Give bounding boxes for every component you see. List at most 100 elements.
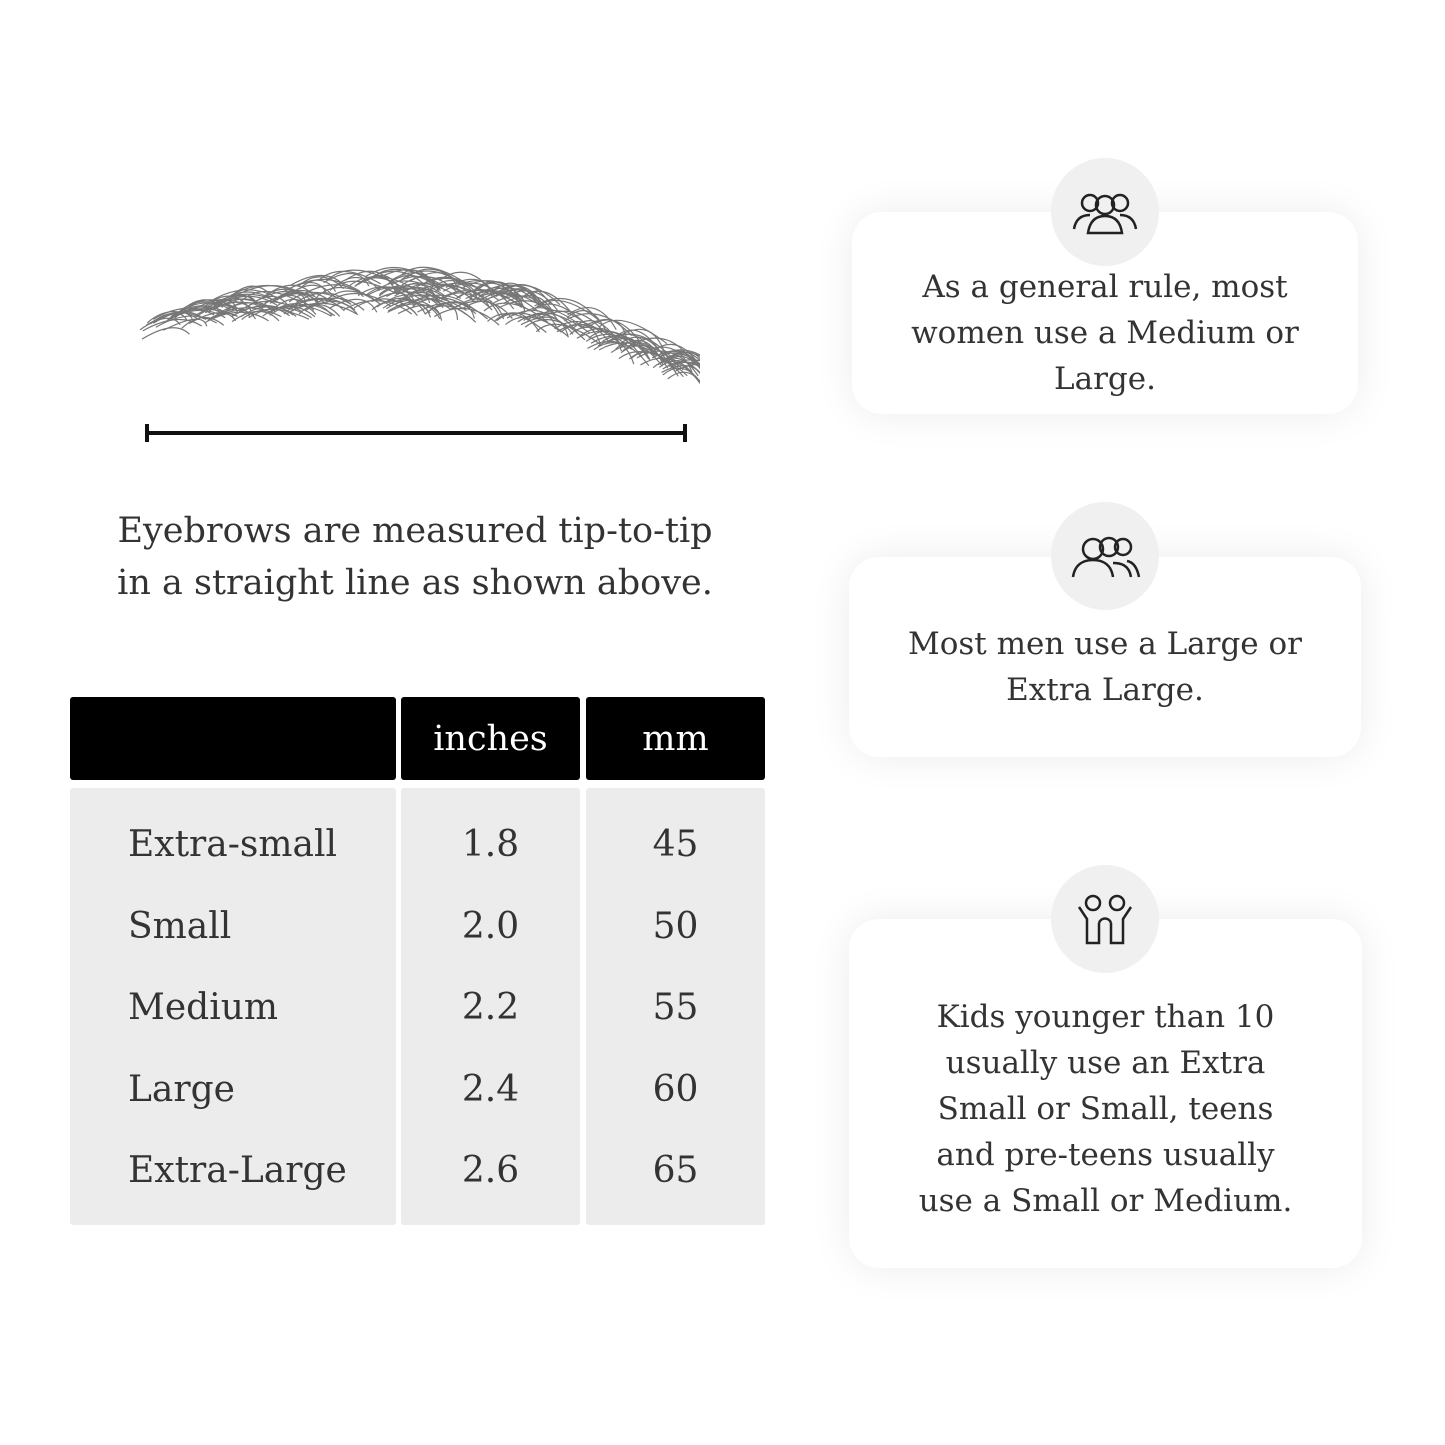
eyebrow-hair: [269, 305, 332, 317]
eyebrow-hair: [150, 312, 207, 325]
eyebrow-hair: [142, 318, 203, 332]
card-text: Most men use a Large or Extra Large.: [907, 626, 1302, 708]
table-cell-mm: 50: [652, 905, 699, 947]
eyebrow-hair: [593, 341, 650, 367]
eyebrow-hair: [401, 270, 466, 288]
measurement-caption: Eyebrows are measured tip-to-tip in a st…: [117, 511, 713, 603]
eyebrow-hair: [327, 269, 395, 284]
eyebrow-hair: [223, 301, 267, 314]
women-group-icon: [1051, 158, 1159, 266]
eyebrow-hair: [667, 371, 700, 383]
eyebrow-hair: [139, 317, 181, 331]
eyebrow-hair: [582, 318, 628, 343]
eyebrow-hair: [387, 301, 432, 318]
eyebrow-hair: [520, 307, 585, 329]
eyebrow-hair: [397, 304, 443, 321]
table-cell-size: Large: [128, 1068, 235, 1110]
eyebrow-hair: [163, 318, 208, 331]
eyebrow-hair: [438, 290, 491, 309]
eyebrow-hair: [241, 308, 310, 320]
eyebrow-hair: [203, 295, 247, 308]
eyebrow-hair: [181, 316, 225, 329]
eyebrow-hair: [662, 361, 700, 370]
eyebrow-hair: [211, 293, 280, 306]
eyebrow-hair: [434, 307, 500, 326]
eyebrow-hair: [188, 312, 237, 325]
eyebrow-hair: [403, 282, 473, 300]
eyebrow-hair: [399, 266, 466, 284]
eyebrow-hair: [262, 305, 316, 318]
table-cell-inches: 1.8: [461, 824, 520, 865]
eyebrow-hair: [630, 351, 679, 377]
eyebrow-hair: [445, 278, 496, 297]
eyebrow-hair: [487, 313, 547, 333]
eyebrow-hair: [564, 313, 633, 337]
eyebrow-hair: [664, 351, 700, 360]
table-cell-inches: 2.2: [461, 987, 520, 1028]
eyebrow-hair: [537, 310, 605, 333]
eyebrow-hair: [264, 292, 306, 304]
eyebrow-hair: [248, 307, 312, 319]
eyebrow-hair: [442, 282, 507, 301]
eyebrow-hair: [415, 283, 479, 301]
eyebrow-hair: [288, 291, 351, 305]
eyebrow-hair: [416, 277, 479, 295]
eyebrow-hair: [276, 290, 333, 303]
table-column-inches: [401, 788, 580, 1225]
eyebrow-hair: [615, 329, 663, 355]
table-cell-size: Extra-Large: [128, 1150, 347, 1191]
eyebrow-hair: [659, 349, 700, 358]
eyebrow-hair: [299, 278, 361, 292]
card-text: As a general rule, most women use a Medi…: [911, 269, 1299, 397]
eyebrow-hair: [329, 280, 398, 295]
eyebrow-illustration: [139, 266, 700, 385]
eyebrow-hair: [387, 274, 442, 292]
eyebrow-hair: [479, 287, 541, 307]
eyebrow-hair: [212, 307, 282, 319]
card-text: Kids younger than 10 usually use an Extr…: [918, 998, 1293, 1219]
kids-icon: [1051, 865, 1159, 973]
eyebrow-hair: [298, 304, 341, 317]
table-header-inches: inches: [401, 697, 580, 780]
eyebrow-hair: [180, 299, 224, 312]
eyebrow-hair: [155, 315, 217, 328]
table-cell-mm: 60: [652, 1068, 699, 1110]
eyebrow-hair: [141, 327, 190, 340]
eyebrow-hair: [204, 298, 273, 311]
eyebrow-hair: [328, 298, 378, 313]
eyebrow-hair: [272, 298, 315, 311]
eyebrow-hair: [498, 284, 551, 305]
eyebrow-hair: [286, 303, 333, 317]
eyebrow-hair: [566, 309, 608, 333]
eyebrow-hair: [480, 292, 550, 312]
eyebrow-hair: [416, 303, 459, 321]
table-header-blank: [70, 697, 396, 780]
eyebrow-hair: [365, 270, 426, 286]
table-header-mm: mm: [586, 697, 765, 780]
eyebrow-hair: [520, 316, 569, 338]
table-column-size: [70, 788, 396, 1225]
eyebrow-hair: [240, 306, 297, 318]
eyebrow-hair: [598, 342, 663, 367]
eyebrow-hair: [211, 289, 279, 301]
eyebrow-hair: [286, 279, 337, 292]
eyebrow-hair: [517, 313, 574, 335]
table-column-mm: [586, 788, 765, 1225]
eyebrow-hair: [675, 363, 700, 372]
table-cell-inches: 2.6: [461, 1150, 520, 1191]
eyebrow-hair: [240, 290, 299, 302]
table-cell-mm: 55: [652, 987, 699, 1028]
eyebrow-hair: [451, 280, 520, 299]
eyebrow-hair: [620, 339, 664, 365]
eyebrow-hair: [636, 350, 699, 377]
eyebrow-hair: [661, 365, 700, 374]
table-cell-size: Medium: [128, 987, 279, 1028]
table-cell-size: Small: [128, 905, 232, 947]
table-cell-mm: 65: [652, 1150, 699, 1191]
eyebrow-hair: [429, 301, 488, 320]
eyebrow-hair: [424, 305, 477, 323]
men-group-icon: [1051, 502, 1159, 610]
eyebrow-hair: [287, 298, 345, 312]
eyebrow-hair: [145, 313, 188, 326]
eyebrow-hair: [213, 298, 263, 310]
